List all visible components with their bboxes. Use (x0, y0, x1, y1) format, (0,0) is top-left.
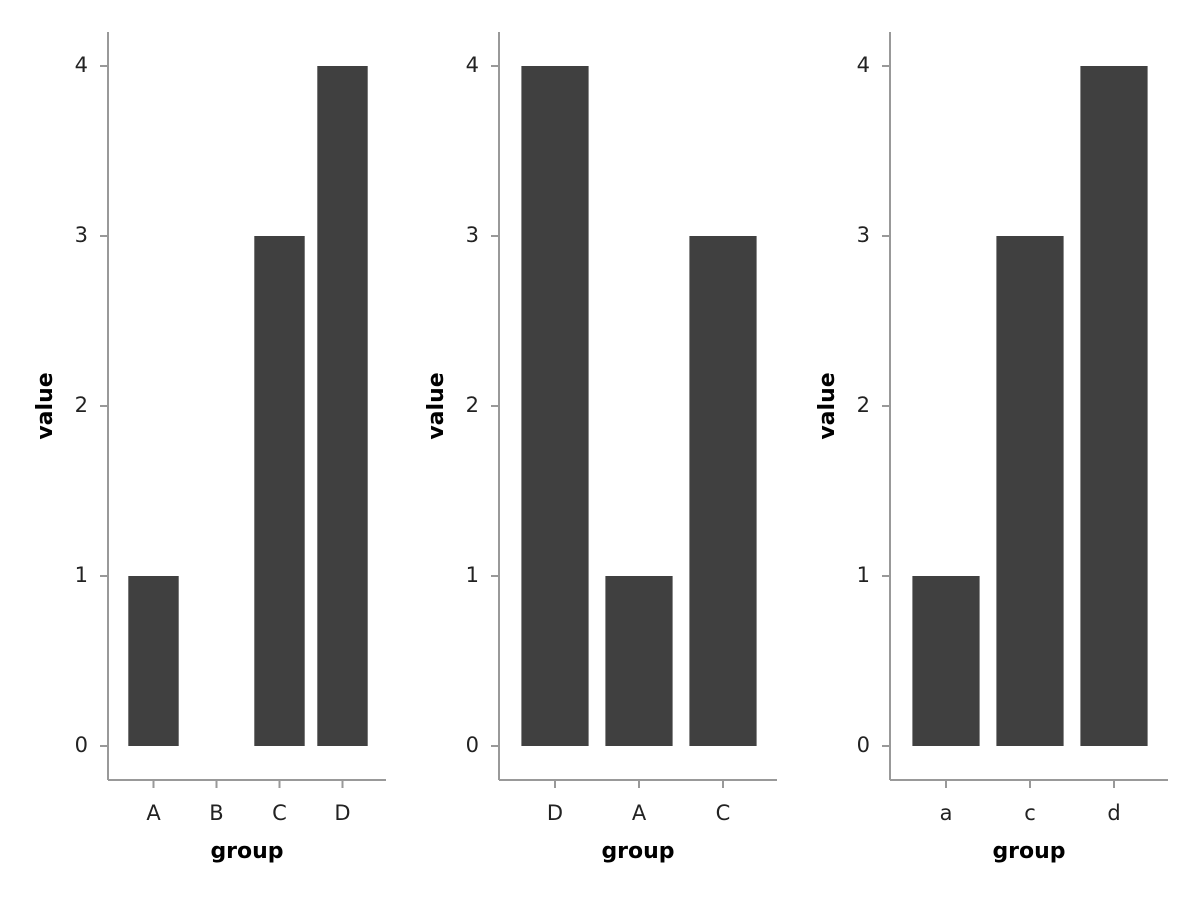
bar (254, 236, 305, 746)
x-tick-label: d (1107, 801, 1120, 825)
x-tick-label: C (272, 801, 287, 825)
bar (128, 576, 179, 746)
y-tick-label: 3 (857, 223, 870, 247)
y-tick-label: 1 (466, 563, 479, 587)
x-axis-label: group (992, 839, 1065, 864)
y-tick-label: 2 (466, 393, 479, 417)
y-tick-label: 1 (857, 563, 870, 587)
y-tick-label: 4 (857, 53, 870, 77)
y-tick-label: 3 (75, 223, 88, 247)
x-tick-label: A (146, 801, 161, 825)
y-tick-label: 0 (466, 733, 479, 757)
x-tick-label: c (1024, 801, 1036, 825)
y-tick-label: 1 (75, 563, 88, 587)
x-axis-label: group (210, 839, 283, 864)
y-tick-label: 2 (75, 393, 88, 417)
bar (912, 576, 980, 746)
x-tick-label: D (334, 801, 350, 825)
bar (605, 576, 673, 746)
bar (1080, 66, 1148, 746)
bar (689, 236, 757, 746)
x-tick-label: a (940, 801, 953, 825)
x-axis-label: group (601, 839, 674, 864)
y-axis-label: value (33, 372, 58, 439)
x-tick-label: D (547, 801, 563, 825)
y-tick-label: 3 (466, 223, 479, 247)
y-tick-label: 4 (75, 53, 88, 77)
y-tick-label: 4 (466, 53, 479, 77)
y-axis-label: value (424, 372, 449, 439)
x-tick-label: C (716, 801, 731, 825)
x-tick-label: B (209, 801, 223, 825)
y-tick-label: 2 (857, 393, 870, 417)
y-tick-label: 0 (75, 733, 88, 757)
y-axis-label: value (815, 372, 840, 439)
y-tick-label: 0 (857, 733, 870, 757)
bar (996, 236, 1064, 746)
x-tick-label: A (632, 801, 647, 825)
bar (521, 66, 589, 746)
bar (317, 66, 368, 746)
